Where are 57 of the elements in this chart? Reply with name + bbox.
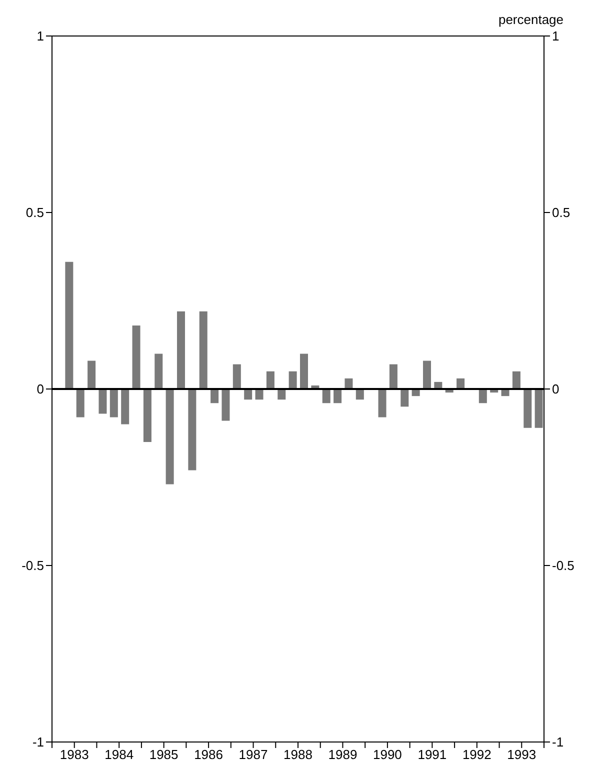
bar: [534, 389, 543, 428]
bar: [300, 354, 308, 389]
x-tick-label: 1992: [462, 747, 492, 762]
bar: [188, 389, 196, 470]
x-tick-label: 1988: [284, 747, 312, 762]
x-tick-label: 1989: [328, 747, 358, 762]
y-tick-label: -1: [32, 734, 44, 750]
x-tick-label: 1986: [194, 747, 224, 762]
bar: [132, 325, 140, 389]
bar: [222, 389, 230, 421]
bar: [478, 389, 487, 404]
y-tick-label: 0: [36, 382, 44, 397]
bar: [266, 371, 274, 389]
bar: [177, 311, 185, 389]
bar: [210, 389, 219, 404]
x-tick-label: 1990: [372, 747, 402, 762]
y-tick-label: 0.5: [26, 205, 44, 220]
bar: [110, 389, 118, 418]
bar: [322, 389, 330, 404]
bar: [423, 360, 431, 389]
bar: [255, 389, 264, 400]
y-tick-label: -0.5: [22, 558, 44, 574]
bar: [244, 389, 252, 400]
bar: [143, 389, 152, 442]
y2-tick-label: 1: [552, 28, 560, 44]
x-tick-label: 1984: [104, 747, 134, 762]
bar: [199, 311, 208, 389]
x-tick-label: 1987: [238, 747, 268, 762]
bar: [166, 389, 174, 484]
x-tick-label: 1983: [60, 747, 89, 762]
bar: [344, 378, 353, 389]
bar: [98, 389, 107, 414]
y2-axis-title: percentage: [498, 12, 564, 27]
bar: [65, 262, 74, 389]
bar: [456, 378, 465, 389]
bar: [76, 389, 84, 418]
bar: [334, 389, 342, 404]
y-tick-label: 1: [36, 28, 44, 44]
x-tick-label: 1993: [507, 747, 536, 762]
bar: [512, 371, 520, 389]
x-tick-label: 1985: [149, 747, 178, 762]
bar: [154, 354, 163, 389]
y2-tick-label: -1: [552, 734, 564, 750]
x-tick-label: 1991: [418, 747, 447, 762]
bar: [232, 364, 241, 389]
bar: [378, 389, 386, 418]
bar: [356, 389, 364, 400]
bar: [288, 371, 297, 389]
y2-tick-label: 0.5: [552, 205, 570, 220]
bar: [88, 360, 96, 389]
bar: [278, 389, 286, 400]
bar: [524, 389, 532, 428]
bar: [400, 389, 409, 407]
bar: [121, 389, 130, 424]
y2-tick-label: 0: [552, 382, 560, 397]
bar: [389, 364, 398, 389]
y2-tick-label: -0.5: [552, 558, 574, 574]
